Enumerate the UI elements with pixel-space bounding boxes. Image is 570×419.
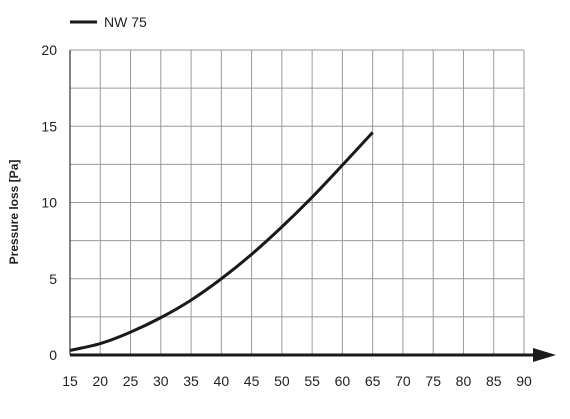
x-tick-label: 50 [274, 373, 290, 389]
x-tick-label: 40 [214, 373, 230, 389]
grid [69, 49, 525, 355]
y-tick-label: 5 [49, 271, 57, 287]
y-axis-label: Pressure loss [Pa] [7, 160, 21, 265]
y-tick-label: 20 [41, 42, 57, 58]
series-layer [69, 131, 374, 352]
x-tick-label: 35 [183, 373, 199, 389]
series-line-0 [69, 131, 374, 352]
legend: NW 75 [70, 14, 147, 30]
x-tick-label: 60 [335, 373, 351, 389]
x-tick-label: 85 [486, 373, 502, 389]
legend-label-nw-75: NW 75 [104, 14, 147, 30]
x-tick-label: 55 [304, 373, 320, 389]
x-tick-label: 80 [456, 373, 472, 389]
x-tick-label: 20 [92, 373, 108, 389]
x-axis-arrow [533, 348, 556, 362]
x-tick-label: 90 [516, 373, 532, 389]
y-tick-label: 15 [41, 118, 57, 134]
y-tick-label: 0 [49, 347, 57, 363]
x-tick-label: 15 [62, 373, 78, 389]
x-tick-label: 65 [365, 373, 381, 389]
x-tick-label: 25 [123, 373, 139, 389]
x-tick-label: 30 [153, 373, 169, 389]
axes: 15 20 25 30 35 40 45 50 55 60 65 70 75 80 85 90 0 5 10 15 20 [41, 42, 556, 389]
y-tick-label: 10 [41, 195, 57, 211]
x-tick-label: 75 [425, 373, 441, 389]
x-tick-label: 70 [395, 373, 411, 389]
x-tick-label: 45 [244, 373, 260, 389]
